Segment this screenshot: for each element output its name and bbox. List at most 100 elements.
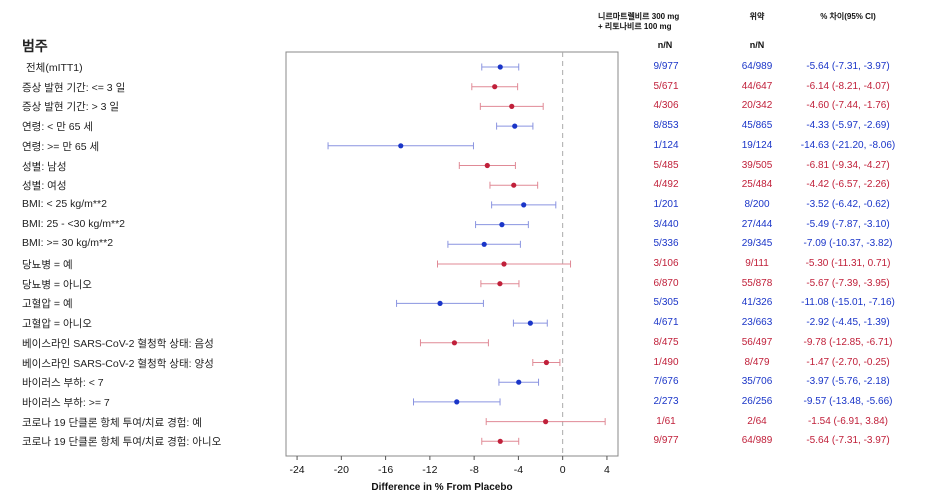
treatment-header-line2: + 리토나비르 100 mg: [598, 22, 672, 31]
x-tick-label-4: -8: [469, 464, 478, 476]
point-estimate-0: [497, 64, 503, 70]
placebo-nn-4: 19/124: [741, 139, 773, 151]
treatment-nn-17: 2/273: [653, 395, 679, 407]
row-label-7: BMI: < 25 kg/m**2: [22, 197, 107, 210]
point-estimate-16: [516, 379, 522, 385]
difference-ci-5: -6.81 (-9.34, -4.27): [806, 159, 890, 171]
treatment-header-line1: 니르마트렐비르 300 mg: [598, 12, 680, 21]
row-label-4: 연령: >= 만 65 세: [22, 140, 100, 153]
point-estimate-17: [454, 399, 460, 405]
row-label-5: 성별: 남성: [22, 160, 67, 173]
point-estimate-7: [521, 202, 527, 208]
difference-ci-3: -4.33 (-5.97, -2.69): [806, 120, 890, 132]
difference-ci-18: -1.54 (-6.91, 3.84): [807, 415, 889, 427]
row-label-19: 코로나 19 단클론 항체 투여/치료 경험: 아니오: [22, 436, 222, 449]
difference-ci-12: -11.08 (-15.01, -7.16): [801, 297, 895, 309]
treatment-nn-3: 8/853: [653, 120, 679, 132]
treatment-nn-5: 5/485: [653, 159, 679, 171]
point-estimate-15: [543, 359, 549, 366]
point-estimate-11: [497, 281, 503, 287]
row-label-11: 당뇨병 = 아니오: [22, 278, 92, 291]
row-label-16: 바이러스 부하: < 7: [22, 377, 104, 390]
point-estimate-3: [512, 123, 518, 129]
point-estimate-6: [511, 182, 517, 188]
point-estimate-10: [501, 261, 507, 267]
point-estimate-19: [497, 438, 503, 444]
row-label-14: 베이스라인 SARS-CoV-2 혈청학 상태: 음성: [22, 337, 214, 350]
point-estimate-12: [437, 300, 443, 306]
placebo-nn-0: 64/989: [741, 61, 773, 72]
placebo-nn-15: 8/479: [744, 356, 770, 368]
treatment-nn-1: 5/671: [653, 80, 679, 92]
treatment-nn-7: 1/201: [653, 198, 679, 210]
placebo-column-header: 위약: [749, 12, 765, 21]
difference-ci-6: -4.42 (-6.57, -2.26): [806, 179, 890, 191]
treatment-nn-16: 7/676: [653, 376, 679, 388]
row-label-18: 코로나 19 단클론 항체 투여/치료 경험: 예: [22, 416, 202, 429]
x-tick-label-2: -16: [378, 464, 393, 476]
difference-ci-13: -2.92 (-4.45, -1.39): [806, 317, 890, 329]
treatment-nn-18: 1/61: [656, 415, 676, 427]
x-tick-label-1: -20: [334, 464, 349, 476]
placebo-nn-10: 9/111: [745, 258, 769, 269]
placebo-nn-1: 44/647: [741, 80, 773, 92]
row-label-8: BMI: 25 - <30 kg/m**2: [22, 217, 126, 230]
x-tick-label-7: 4: [604, 464, 610, 476]
category-header: 범주: [22, 38, 48, 54]
treatment-nn-6: 4/492: [653, 179, 679, 191]
difference-ci-11: -5.67 (-7.39, -3.95): [806, 277, 890, 289]
row-label-6: 성별: 여성: [22, 180, 67, 193]
placebo-nn-5: 39/505: [741, 159, 773, 171]
point-estimate-14: [451, 340, 458, 346]
difference-ci-9: -7.09 (-10.37, -3.82): [803, 238, 893, 250]
treatment-nn-14: 8/475: [653, 336, 679, 348]
treatment-nn-11: 6/870: [653, 277, 679, 289]
treatment-nn-8: 3/440: [653, 218, 679, 230]
treatment-nn-13: 4/671: [653, 317, 679, 329]
x-axis-title: Difference in % From Placebo: [371, 482, 512, 493]
x-tick-label-5: -4: [514, 464, 523, 476]
x-tick-label-0: -24: [289, 464, 304, 476]
difference-ci-19: -5.64 (-7.31, -3.97): [806, 435, 890, 447]
treatment-nn-4: 1/124: [653, 139, 679, 151]
difference-ci-4: -14.63 (-21.20, -8.06): [800, 139, 896, 151]
placebo-nn-3: 45/865: [741, 120, 773, 132]
treatment-nn-15: 1/490: [653, 356, 679, 368]
point-estimate-5: [484, 162, 490, 169]
row-label-1: 증상 발현 기간: <= 3 일: [22, 81, 126, 94]
x-tick-label-3: -12: [422, 464, 437, 476]
row-label-12: 고혈압 = 예: [22, 298, 73, 311]
difference-ci-17: -9.57 (-13.48, -5.66): [803, 395, 893, 407]
treatment-nn-2: 4/306: [653, 100, 679, 112]
difference-ci-14: -9.78 (-12.85, -6.71): [803, 336, 893, 348]
difference-ci-0: -5.64 (-7.31, -3.97): [806, 61, 890, 72]
treatment-nn-12: 5/305: [653, 297, 679, 309]
placebo-nn-8: 27/444: [741, 218, 773, 230]
difference-ci-10: -5.30 (-11.31, 0.71): [805, 258, 891, 269]
placebo-nn-17: 26/256: [741, 395, 773, 407]
placebo-nn-2: 20/342: [741, 100, 773, 112]
treatment-nn-header: n/N: [657, 40, 673, 50]
difference-ci-16: -3.97 (-5.76, -2.18): [806, 376, 890, 388]
difference-ci-7: -3.52 (-6.42, -0.62): [806, 198, 890, 210]
point-estimate-4: [398, 143, 404, 149]
placebo-nn-19: 64/989: [741, 435, 773, 447]
point-estimate-9: [481, 241, 487, 247]
difference-ci-15: -1.47 (-2.70, -0.25): [806, 356, 890, 368]
placebo-nn-header: n/N: [749, 40, 765, 50]
treatment-nn-19: 9/977: [653, 435, 679, 447]
row-label-13: 고혈압 = 아니오: [22, 318, 92, 331]
x-tick-label-6: 0: [560, 464, 566, 476]
plot-frame: [285, 51, 619, 457]
row-label-2: 증상 발현 기간: > 3 일: [22, 101, 120, 114]
difference-column-header: % 차이(95% CI): [820, 12, 876, 21]
placebo-nn-14: 56/497: [741, 336, 773, 348]
row-label-17: 바이러스 부하: >= 7: [22, 396, 110, 409]
point-estimate-2: [509, 103, 515, 109]
difference-ci-8: -5.49 (-7.87, -3.10): [806, 218, 890, 230]
placebo-nn-11: 55/878: [741, 277, 773, 289]
difference-ci-2: -4.60 (-7.44, -1.76): [806, 100, 890, 112]
placebo-nn-16: 35/706: [741, 376, 773, 388]
row-label-10: 당뇨병 = 예: [22, 259, 73, 271]
